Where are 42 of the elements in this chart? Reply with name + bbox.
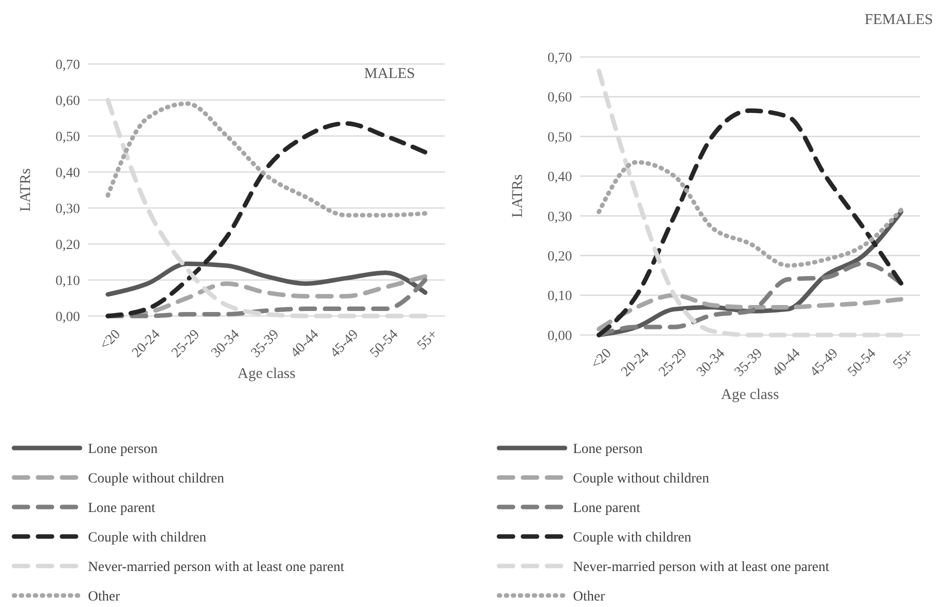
legend-label: Never-married person with at least one parent [573, 560, 830, 575]
legend-label: Lone parent [573, 500, 640, 516]
y-tick-label: 0,40 [548, 170, 572, 186]
legend-label: Lone person [573, 442, 643, 457]
legend-label: Couple without children [573, 471, 710, 486]
x-axis-title: Age class [721, 387, 780, 403]
x-tick-label: 55+ [414, 327, 441, 354]
y-axis-title: LATRs [510, 174, 526, 218]
chart-title: MALES [364, 66, 415, 82]
y-tick-label: 0,50 [548, 130, 572, 146]
legend-label: Couple with children [573, 530, 692, 546]
legend-label: Other [88, 589, 120, 604]
x-tick-label: 55+ [890, 346, 917, 372]
y-tick-label: 0,20 [548, 249, 572, 264]
legend-label: Couple without children [88, 471, 224, 486]
x-tick-label: <20 [588, 346, 615, 372]
x-tick-label: <20 [97, 327, 124, 354]
y-tick-label: 0,70 [548, 50, 572, 66]
y-tick-label: 0,00 [56, 310, 80, 325]
y-tick-label: 0,50 [56, 130, 80, 145]
y-tick-label: 0,60 [56, 94, 80, 109]
y-tick-label: 0,30 [548, 210, 572, 225]
y-tick-label: 0,20 [56, 238, 80, 253]
y-axis-title: LATRs [18, 168, 34, 212]
chart-title: FEMALES [864, 12, 933, 28]
y-tick-label: 0,70 [56, 58, 80, 73]
y-tick-label: 0,60 [548, 90, 572, 106]
line-series [596, 293, 904, 332]
line-series [106, 101, 428, 218]
legend-label: Lone person [88, 442, 158, 457]
x-axis-title: Age class [238, 366, 296, 382]
y-tick-label: 0,00 [548, 328, 572, 344]
line-series [106, 262, 428, 297]
y-tick-label: 0,40 [56, 166, 80, 181]
legend-label: Couple with children [88, 530, 206, 546]
line-series [596, 160, 904, 268]
y-tick-label: 0,10 [548, 289, 572, 304]
legend-label: Never-married person with at least one parent [88, 560, 344, 575]
legend-label: Lone parent [88, 500, 156, 516]
legend-label: Other [573, 589, 606, 604]
y-tick-label: 0,30 [56, 202, 80, 217]
y-tick-label: 0,10 [56, 274, 80, 289]
